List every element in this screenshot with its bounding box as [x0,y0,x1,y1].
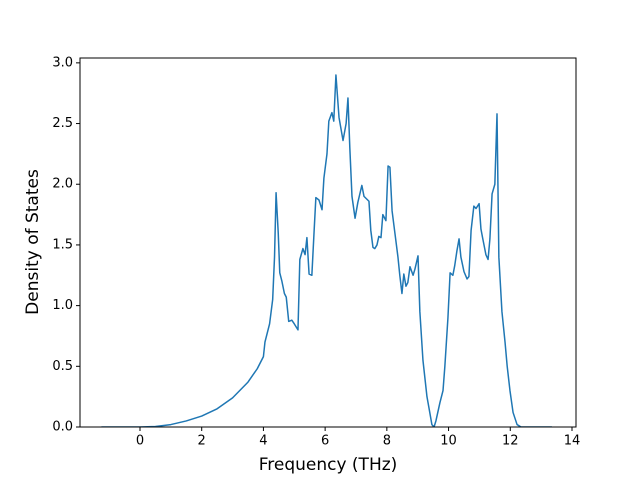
x-tick-label: 10 [440,434,457,449]
y-tick-label: 3.0 [52,55,73,70]
x-tick-label: 8 [383,434,391,449]
y-tick-label: 0.5 [52,359,73,374]
x-tick-label: 2 [198,434,206,449]
dos-line [101,74,552,427]
y-tick-label: 1.5 [52,237,73,252]
x-axis-label: Frequency (THz) [259,455,398,475]
y-tick-label: 2.5 [52,116,73,131]
y-tick-label: 1.0 [52,298,73,313]
y-tick-label: 0.0 [52,420,73,435]
y-tick-label: 2.0 [52,177,73,192]
x-tick-label: 6 [321,434,329,449]
x-tick-label: 0 [136,434,144,449]
x-tick-label: 12 [502,434,519,449]
x-tick-label: 14 [564,434,581,449]
x-tick-label: 4 [259,434,267,449]
plot-frame [79,57,577,428]
y-axis-label: Density of States [23,169,43,315]
